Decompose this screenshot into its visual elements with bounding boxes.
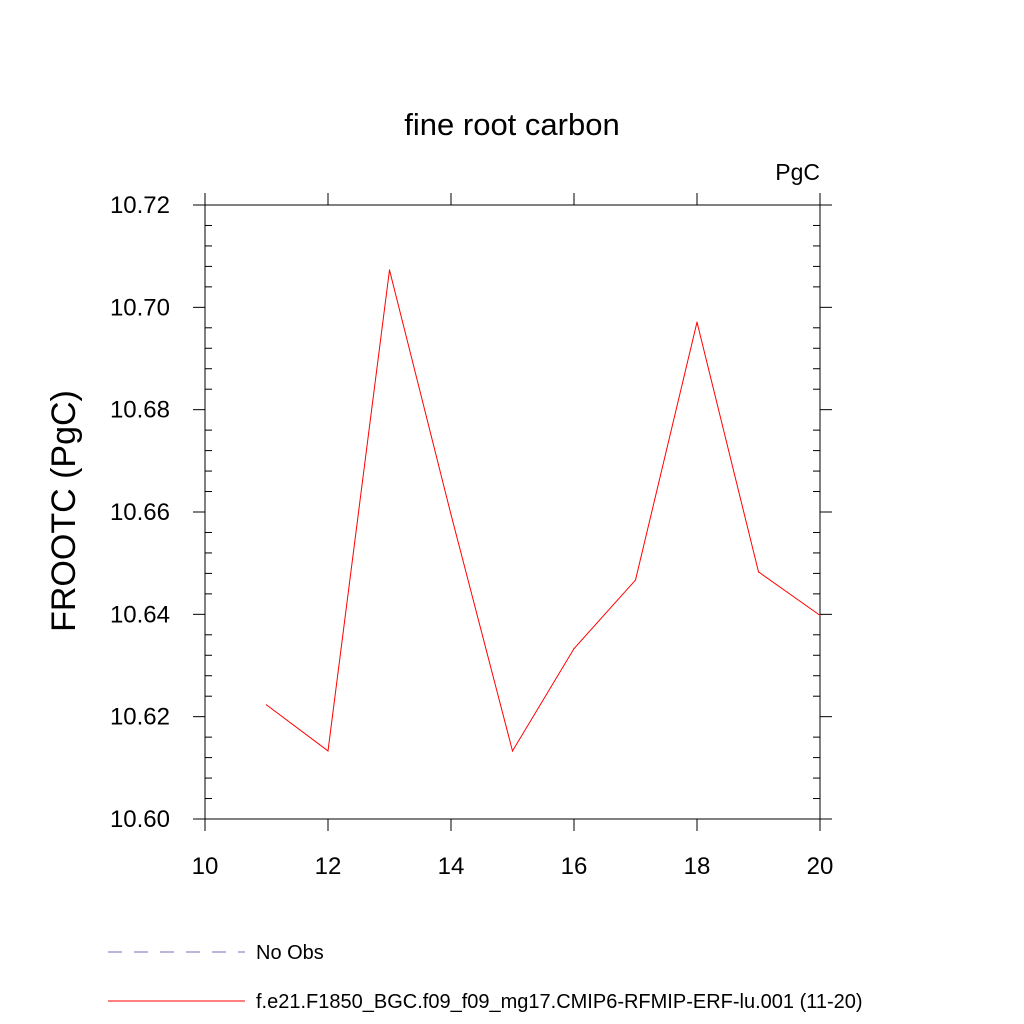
- y-tick-label: 10.64: [110, 601, 170, 628]
- data-point: [265, 704, 268, 706]
- x-tick-label: 16: [561, 853, 588, 880]
- data-point: [388, 269, 391, 271]
- data-point: [450, 513, 452, 516]
- y-tick-label: 10.62: [110, 704, 170, 731]
- x-tick-label: 14: [438, 853, 465, 880]
- data-point: [696, 321, 698, 323]
- series-line-0: [266, 269, 821, 753]
- data-point: [327, 750, 329, 752]
- data-point: [511, 750, 514, 752]
- data-point: [819, 614, 821, 616]
- data-point: [757, 571, 760, 573]
- y-tick-label: 10.70: [110, 294, 170, 321]
- chart-title: fine root carbon: [404, 107, 619, 142]
- axis-ticks: [193, 193, 832, 831]
- y-tick-label: 10.72: [110, 192, 170, 219]
- y-tick-label: 10.60: [110, 806, 170, 833]
- x-tick-labels: 10 12 14 16 18 20: [192, 853, 834, 880]
- legend-label: No Obs: [256, 942, 324, 964]
- data-point: [573, 648, 575, 650]
- x-tick-label: 18: [684, 853, 711, 880]
- y-axis-label: FROOTC (PgC): [45, 390, 83, 632]
- legend: No Obs f.e21.F1850_BGC.f09_f09_mg17.CMIP6…: [108, 942, 863, 1013]
- x-tick-label: 12: [315, 853, 342, 880]
- y-tick-label: 10.68: [110, 397, 170, 424]
- y-tick-label: 10.66: [110, 499, 170, 526]
- series-group: [265, 269, 821, 753]
- data-point: [634, 579, 637, 581]
- plot-frame: [204, 204, 821, 820]
- x-tick-label: 10: [192, 853, 219, 880]
- legend-label: f.e21.F1850_BGC.f09_f09_mg17.CMIP6-RFMIP…: [256, 991, 863, 1013]
- y-tick-labels: 10.60 10.62 10.64 10.66 10.68 10.70 10.72: [110, 192, 170, 833]
- x-tick-label: 20: [807, 853, 834, 880]
- units-label: PgC: [775, 159, 820, 185]
